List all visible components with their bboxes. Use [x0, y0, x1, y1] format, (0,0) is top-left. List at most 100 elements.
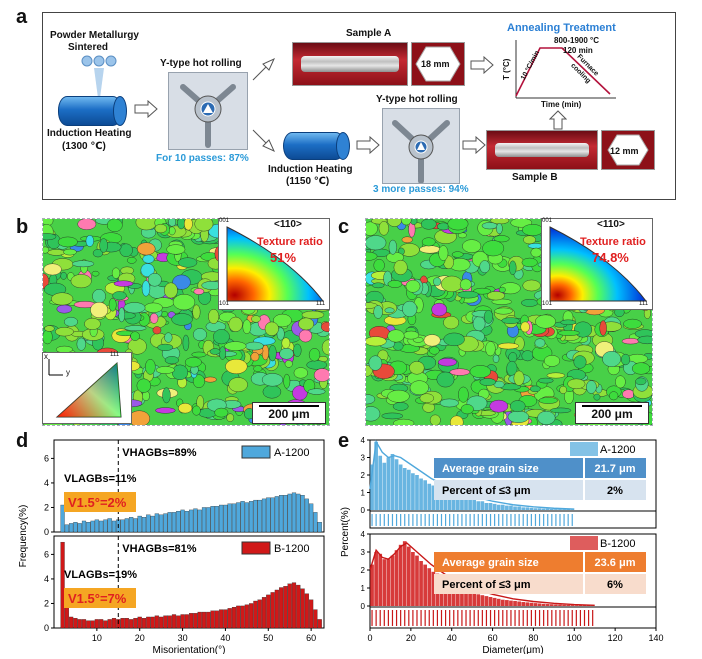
- direction-label-c: <110>: [597, 219, 625, 230]
- histogram-bar: [77, 619, 82, 629]
- histogram-bar: [562, 604, 566, 606]
- histogram-bar: [488, 503, 493, 510]
- induction-heating-2: Induction Heating: [268, 164, 353, 175]
- grain: [191, 351, 207, 358]
- y-rolling-mill-image-2: [382, 108, 460, 184]
- grain: [194, 219, 214, 232]
- grain: [599, 320, 607, 336]
- grain: [209, 348, 221, 355]
- histogram-bar: [317, 619, 322, 629]
- histogram-bar: [533, 508, 538, 510]
- x-tick-label: 20: [135, 633, 145, 643]
- grain: [623, 318, 642, 329]
- histogram-bar: [549, 604, 554, 606]
- grain: [172, 294, 196, 311]
- grain: [164, 282, 178, 299]
- process-schematic: [42, 12, 676, 200]
- grain: [438, 245, 449, 261]
- grain: [543, 355, 561, 367]
- y-tick-label: 6: [44, 549, 49, 559]
- histogram-bar: [402, 541, 407, 606]
- y-tick-label: 4: [361, 436, 366, 445]
- histogram-bar: [257, 599, 262, 629]
- histogram-bar: [382, 559, 387, 606]
- histogram-bar: [279, 495, 284, 533]
- grain: [276, 327, 285, 341]
- histogram-bar: [427, 483, 432, 510]
- grain: [400, 219, 412, 226]
- histogram-bar: [137, 616, 142, 629]
- legend-swatch: [241, 445, 271, 459]
- grain: [443, 332, 465, 347]
- grain: [192, 304, 201, 320]
- grain: [501, 317, 520, 324]
- histogram-bar: [120, 519, 125, 533]
- texture-ratio-label-c: Texture ratio: [580, 236, 646, 248]
- histogram-bar: [287, 493, 292, 533]
- histogram-bar: [505, 505, 509, 510]
- histogram-bar: [231, 606, 237, 629]
- hagb-annotation: VHAGBs=81%: [122, 543, 197, 555]
- y-axis-label: Percent(%): [340, 507, 351, 557]
- grain: [228, 377, 248, 393]
- grain: [593, 393, 601, 401]
- y-tick-label: 3: [361, 548, 366, 557]
- grain: [320, 321, 329, 333]
- grain: [184, 219, 193, 231]
- grain: [586, 380, 597, 394]
- grain: [522, 224, 544, 236]
- histogram-bar: [296, 584, 301, 629]
- induction-temp-2: (1150 ℃): [286, 176, 330, 187]
- grain: [621, 338, 640, 345]
- arrow-right-icon: [356, 135, 380, 155]
- scale-bar-label-c: 200 μm: [591, 407, 633, 421]
- grain: [560, 319, 577, 326]
- y-tick-label: 2: [361, 566, 366, 575]
- histogram-bar: [167, 615, 172, 629]
- grain: [392, 402, 409, 411]
- histogram-bar: [124, 518, 129, 533]
- grain: [250, 352, 260, 362]
- histogram-bar: [210, 506, 215, 533]
- grain: [509, 260, 517, 275]
- histogram-bar: [274, 496, 279, 533]
- histogram-bar: [201, 507, 207, 533]
- histogram-bar: [554, 604, 558, 606]
- grain: [298, 329, 313, 343]
- grain: [381, 412, 404, 420]
- grain: [497, 342, 519, 350]
- histogram-bar: [171, 614, 177, 629]
- histogram-bar: [81, 619, 87, 629]
- histogram-bar: [427, 568, 432, 606]
- histogram-bar: [111, 618, 117, 629]
- grain: [431, 302, 448, 317]
- histogram-bar: [81, 520, 87, 533]
- panel-label-a: a: [16, 6, 28, 28]
- histogram-bar: [159, 616, 164, 629]
- histogram-bar: [398, 544, 403, 606]
- grain: [485, 341, 496, 357]
- grain: [373, 258, 385, 272]
- grain: [112, 291, 127, 301]
- grain: [449, 368, 471, 376]
- grain: [573, 355, 587, 369]
- histogram-bar: [382, 462, 387, 510]
- grain: [244, 341, 264, 351]
- histogram-bar: [411, 473, 415, 510]
- histogram-bar: [468, 591, 472, 606]
- hagb-annotation: VHAGBs=89%: [122, 447, 197, 459]
- grain: [460, 404, 474, 415]
- histogram-bar: [484, 503, 489, 510]
- grain: [283, 373, 291, 389]
- histogram-bar: [206, 611, 211, 629]
- grain: [144, 302, 163, 313]
- histogram-bar: [398, 464, 403, 510]
- grain: [136, 378, 151, 393]
- histogram-bar: [554, 509, 558, 510]
- grain: [164, 332, 173, 343]
- grain: [251, 315, 261, 323]
- grain: [537, 410, 556, 425]
- grain: [534, 338, 546, 348]
- billet-cylinder-1: [58, 96, 127, 126]
- histogram-bar: [423, 480, 427, 510]
